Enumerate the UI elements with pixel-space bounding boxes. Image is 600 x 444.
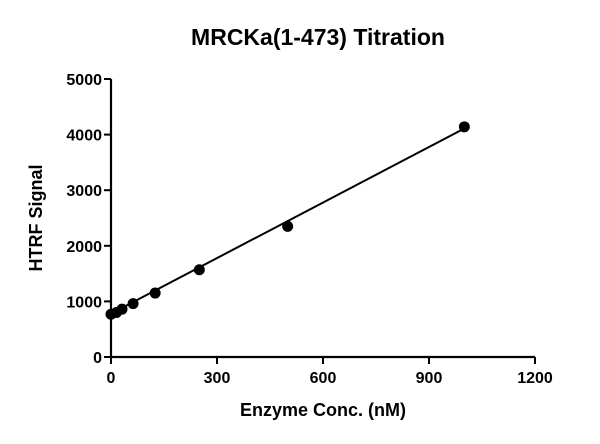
data-point <box>149 287 161 299</box>
data-point <box>458 121 470 133</box>
y-axis-label: HTRF Signal <box>26 165 46 272</box>
data-point <box>282 220 294 232</box>
data-point <box>116 303 128 315</box>
y-tick-label: 2000 <box>66 239 102 256</box>
x-axis: 0 300 600 900 1200 <box>107 355 553 387</box>
chart-title: MRCKa(1-473) Titration <box>191 24 445 50</box>
y-tick-label: 1000 <box>66 294 102 311</box>
x-tick-label: 900 <box>416 370 443 387</box>
y-tick-label: 4000 <box>66 128 102 145</box>
x-tick-label: 600 <box>310 370 337 387</box>
x-tick-label: 300 <box>204 370 231 387</box>
y-tick-label: 3000 <box>66 183 102 200</box>
y-tick-label: 0 <box>93 350 102 367</box>
y-axis: 0 1000 2000 3000 4000 5000 <box>66 72 113 367</box>
x-axis-label: Enzyme Conc. (nM) <box>240 400 406 420</box>
y-tick-label: 5000 <box>66 72 102 89</box>
plot-area <box>105 121 470 320</box>
data-point <box>193 264 205 276</box>
data-point <box>127 298 139 310</box>
x-tick-label: 0 <box>107 370 116 387</box>
x-tick-label: 1200 <box>517 370 553 387</box>
